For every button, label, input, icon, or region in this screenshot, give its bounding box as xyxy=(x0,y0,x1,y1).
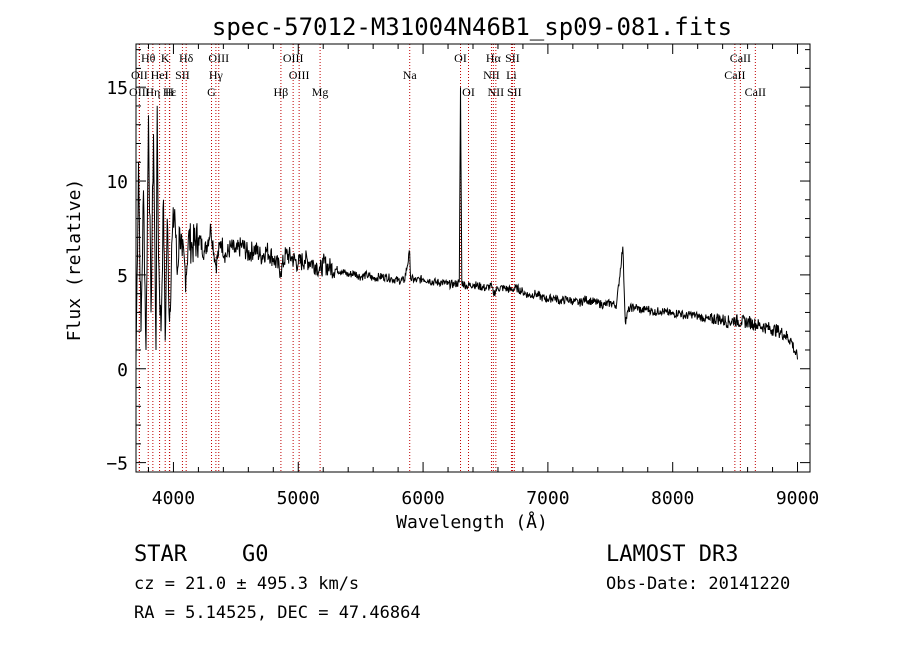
line-label-9: Hδ xyxy=(179,51,194,65)
line-label-13: Hβ xyxy=(274,85,289,99)
line-label-23: Li xyxy=(506,68,517,82)
line-label-0: Hθ xyxy=(141,51,156,65)
line-label-19: OI xyxy=(462,85,475,99)
line-label-10: OIII xyxy=(208,51,229,65)
x-tick-label: 4000 xyxy=(152,488,195,509)
line-label-14: OIII xyxy=(283,51,304,65)
redshift-velocity: cz = 21.0 ± 495.3 km/s xyxy=(134,574,360,594)
object-subclass: G0 xyxy=(242,542,269,567)
observation-date: Obs-Date: 20141220 xyxy=(606,574,791,594)
line-label-28: CaII xyxy=(745,85,766,99)
line-label-17: Na xyxy=(403,68,418,82)
y-tick-label: 5 xyxy=(117,266,128,287)
line-label-2: OIII xyxy=(129,85,150,99)
y-tick-label: 0 xyxy=(117,360,128,381)
y-axis-label: Flux (relative) xyxy=(64,179,85,342)
line-label-1: OII xyxy=(131,68,148,82)
line-label-4: HeI xyxy=(151,68,169,82)
spectral-line-markers xyxy=(138,44,756,472)
y-tick-label: −5 xyxy=(106,454,128,475)
x-axis-label: Wavelength (Å) xyxy=(396,511,548,533)
line-label-11: Hγ xyxy=(209,68,224,82)
axes-frame xyxy=(135,43,811,473)
y-tick-label: 10 xyxy=(106,172,128,193)
line-label-6: Hη xyxy=(145,85,160,99)
line-label-22: NII xyxy=(483,68,500,82)
line-label-3: K xyxy=(161,51,170,65)
x-tick-label: 5000 xyxy=(277,488,320,509)
spectrum-line xyxy=(135,87,798,360)
line-label-16: Mg xyxy=(312,85,329,99)
x-tick-label: 8000 xyxy=(651,488,694,509)
line-label-7: H xyxy=(165,85,174,99)
object-class: STAR xyxy=(134,542,187,567)
line-label-21: SII xyxy=(505,51,520,65)
chart-title: spec-57012-M31004N46B1_sp09-081.fits xyxy=(212,13,732,41)
sky-coordinates: RA = 5.14525, DEC = 47.46864 xyxy=(134,603,421,623)
line-label-12: G xyxy=(207,85,216,99)
line-label-26: CaII xyxy=(730,51,751,65)
line-label-25: SII xyxy=(507,85,522,99)
x-tick-label: 9000 xyxy=(776,488,819,509)
line-label-8: SII xyxy=(175,68,190,82)
line-label-27: CaII xyxy=(724,68,745,82)
y-axis-ticks: −5 0 5 10 15 xyxy=(106,49,810,475)
x-axis-ticks: 4000 5000 6000 7000 8000 9000 xyxy=(147,44,819,509)
line-label-20: Hα xyxy=(486,51,502,65)
x-tick-label: 6000 xyxy=(401,488,444,509)
line-label-15: OIII xyxy=(289,68,310,82)
survey-name: LAMOST DR3 xyxy=(606,542,739,567)
y-tick-label: 15 xyxy=(106,78,128,99)
line-label-5: Hε xyxy=(163,85,177,99)
line-label-24: NII xyxy=(488,85,505,99)
x-tick-label: 7000 xyxy=(526,488,569,509)
line-label-18: OI xyxy=(454,51,467,65)
